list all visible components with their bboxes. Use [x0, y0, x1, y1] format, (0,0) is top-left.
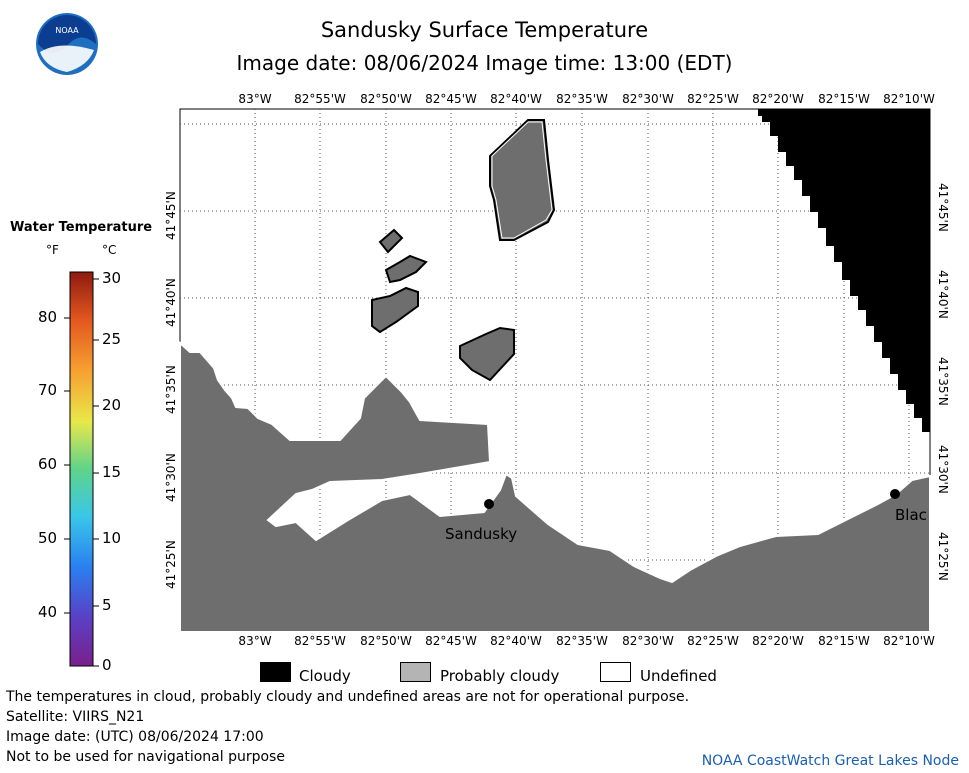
image-date-line: Image date: 08/06/2024 Image time: 13:00… [236, 51, 733, 75]
legend-label-probably-cloudy: Probably cloudy [440, 667, 560, 685]
colorbar-f-label: 80 [38, 308, 58, 326]
lon-tick-top: 82°10'W [883, 92, 935, 106]
lon-tick-bottom: 82°40'W [490, 634, 542, 648]
land-islet-4 [459, 326, 515, 382]
temperature-colorbar [69, 271, 94, 667]
lon-tick-bottom: 82°15'W [818, 634, 870, 648]
legend-swatch-probably-cloudy [400, 662, 431, 682]
lon-tick-bottom: 82°55'W [294, 634, 346, 648]
place-label-blac: Blac [895, 506, 927, 524]
lat-tick-left: 41°40'N [164, 278, 178, 327]
lat-tick-right: 41°30'N [936, 445, 950, 494]
legend-label-cloudy: Cloudy [299, 667, 351, 685]
legend-swatch-undefined [600, 662, 631, 682]
page-title: Sandusky Surface Temperature [320, 18, 649, 42]
lat-tick-left: 41°45'N [164, 191, 178, 240]
place-label-sandusky: Sandusky [445, 525, 518, 543]
cloud-region [758, 109, 930, 432]
lon-tick-top: 82°50'W [360, 92, 412, 106]
footer-utc-date: Image date: (UTC) 08/06/2024 17:00 [6, 729, 264, 745]
lat-tick-left: 41°25'N [164, 540, 178, 589]
lon-tick-bottom: 82°20'W [752, 634, 804, 648]
lon-tick-bottom: 82°30'W [622, 634, 674, 648]
colorbar-c-label: 20 [102, 396, 122, 414]
lon-tick-top: 82°35'W [556, 92, 608, 106]
colorbar-c-label: 0 [102, 656, 112, 674]
colorbar-c-label: 10 [102, 529, 122, 547]
colorbar-c-label: 15 [102, 463, 122, 481]
land-kelleys-island [489, 119, 556, 241]
sandusky-marker [484, 499, 494, 509]
footer-nav-warning: Not to be used for navigational purpose [6, 749, 285, 765]
lon-tick-top: 82°45'W [425, 92, 477, 106]
lon-tick-bottom: 82°50'W [360, 634, 412, 648]
legend-swatch-cloudy [260, 662, 291, 682]
lat-tick-right: 41°25'N [936, 532, 950, 581]
colorbar-ticks [64, 278, 99, 667]
land-islet-2 [384, 254, 428, 284]
lon-tick-top: 83°W [238, 92, 272, 106]
lon-tick-top: 82°30'W [622, 92, 674, 106]
lat-tick-right: 41°40'N [936, 270, 950, 319]
lon-tick-bottom: 82°45'W [425, 634, 477, 648]
lat-tick-left: 41°30'N [164, 453, 178, 502]
footer-satellite: Satellite: VIIRS_N21 [6, 709, 145, 725]
legend-unit-c: °C [102, 243, 117, 257]
land-islet-3 [371, 286, 419, 334]
legend-label-undefined: Undefined [640, 667, 717, 685]
footer-disclaimer: The temperatures in cloud, probably clou… [6, 689, 690, 705]
lon-tick-top: 82°25'W [687, 92, 739, 106]
colorbar-f-label: 70 [38, 381, 58, 399]
lon-tick-top: 82°40'W [490, 92, 542, 106]
lon-tick-top: 82°15'W [818, 92, 870, 106]
colorbar-c-label: 25 [102, 330, 122, 348]
lat-tick-right: 41°45'N [936, 183, 950, 232]
footer-credit: NOAA CoastWatch Great Lakes Node [701, 753, 959, 769]
colorbar-f-label: 40 [38, 603, 58, 621]
land-mainland [179, 340, 931, 633]
colorbar-c-label: 30 [102, 269, 122, 287]
blac-marker [890, 489, 900, 499]
legend-unit-f: °F [46, 243, 59, 257]
lat-tick-right: 41°35'N [936, 357, 950, 406]
lon-tick-top: 82°20'W [752, 92, 804, 106]
lon-tick-bottom: 82°25'W [687, 634, 739, 648]
lon-tick-top: 82°55'W [294, 92, 346, 106]
lon-tick-bottom: 82°35'W [556, 634, 608, 648]
land-islet-1 [378, 228, 404, 254]
noaa-logo-text: NOAA [55, 26, 79, 35]
legend-title: Water Temperature [10, 220, 153, 235]
lon-tick-bottom: 83°W [238, 634, 272, 648]
colorbar-f-label: 50 [38, 529, 58, 547]
colorbar-f-label: 60 [38, 455, 58, 473]
lon-tick-bottom: 82°10'W [883, 634, 935, 648]
noaa-logo: NOAA [36, 13, 98, 75]
lat-tick-left: 41°35'N [164, 365, 178, 414]
colorbar-c-label: 5 [102, 596, 112, 614]
